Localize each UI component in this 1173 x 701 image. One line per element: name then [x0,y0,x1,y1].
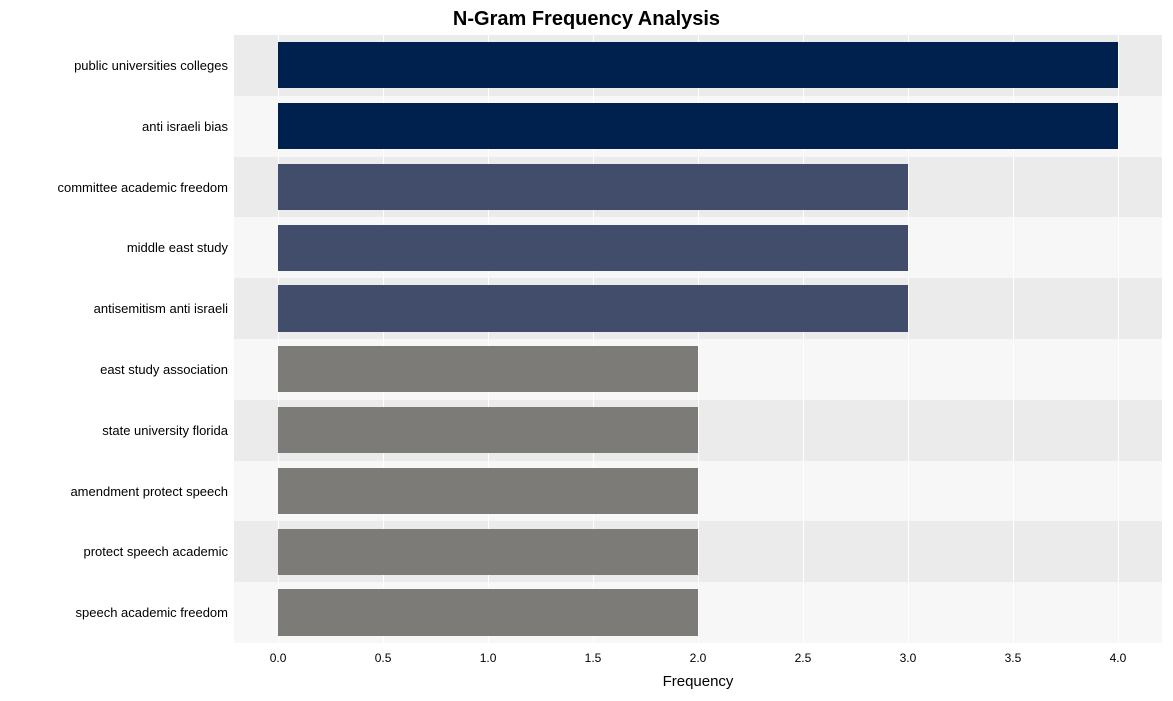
bar [278,285,908,331]
y-category-label: antisemitism anti israeli [0,301,228,316]
y-category-label: state university florida [0,423,228,438]
bar [278,103,1118,149]
bar [278,468,698,514]
bar [278,225,908,271]
plot-area [234,35,1162,643]
x-tick-label: 2.5 [795,651,812,665]
x-tick-label: 3.0 [900,651,917,665]
y-category-label: protect speech academic [0,544,228,559]
x-tick-label: 0.0 [270,651,287,665]
ngram-frequency-chart: N-Gram Frequency Analysis Frequency 0.0 0… [0,0,1173,701]
y-category-label: public universities colleges [0,58,228,73]
bar [278,42,1118,88]
y-category-label: speech academic freedom [0,605,228,620]
x-tick-label: 4.0 [1110,651,1127,665]
bar [278,164,908,210]
y-category-label: anti israeli bias [0,119,228,134]
x-tick-label: 0.5 [375,651,392,665]
bar [278,589,698,635]
chart-title: N-Gram Frequency Analysis [0,8,1173,31]
y-category-label: amendment protect speech [0,484,228,499]
y-category-label: middle east study [0,240,228,255]
gridline [1118,35,1119,643]
x-tick-label: 1.0 [480,651,497,665]
x-tick-label: 2.0 [690,651,707,665]
y-category-label: east study association [0,362,228,377]
bar [278,346,698,392]
bar [278,529,698,575]
x-tick-label: 3.5 [1005,651,1022,665]
y-category-label: committee academic freedom [0,180,228,195]
x-axis-label: Frequency [234,673,1162,690]
bar [278,407,698,453]
x-tick-label: 1.5 [585,651,602,665]
